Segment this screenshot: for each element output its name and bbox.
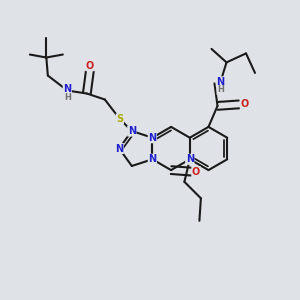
Text: N: N <box>148 154 156 164</box>
Text: N: N <box>148 133 156 143</box>
Text: N: N <box>63 84 71 94</box>
Text: H: H <box>64 93 71 102</box>
Text: N: N <box>186 154 194 164</box>
Text: O: O <box>86 61 94 70</box>
Text: O: O <box>240 99 249 110</box>
Text: O: O <box>192 167 200 177</box>
Text: N: N <box>216 77 225 87</box>
Text: H: H <box>217 85 224 94</box>
Text: N: N <box>115 143 123 154</box>
Text: S: S <box>116 114 123 124</box>
Text: N: N <box>128 126 136 136</box>
